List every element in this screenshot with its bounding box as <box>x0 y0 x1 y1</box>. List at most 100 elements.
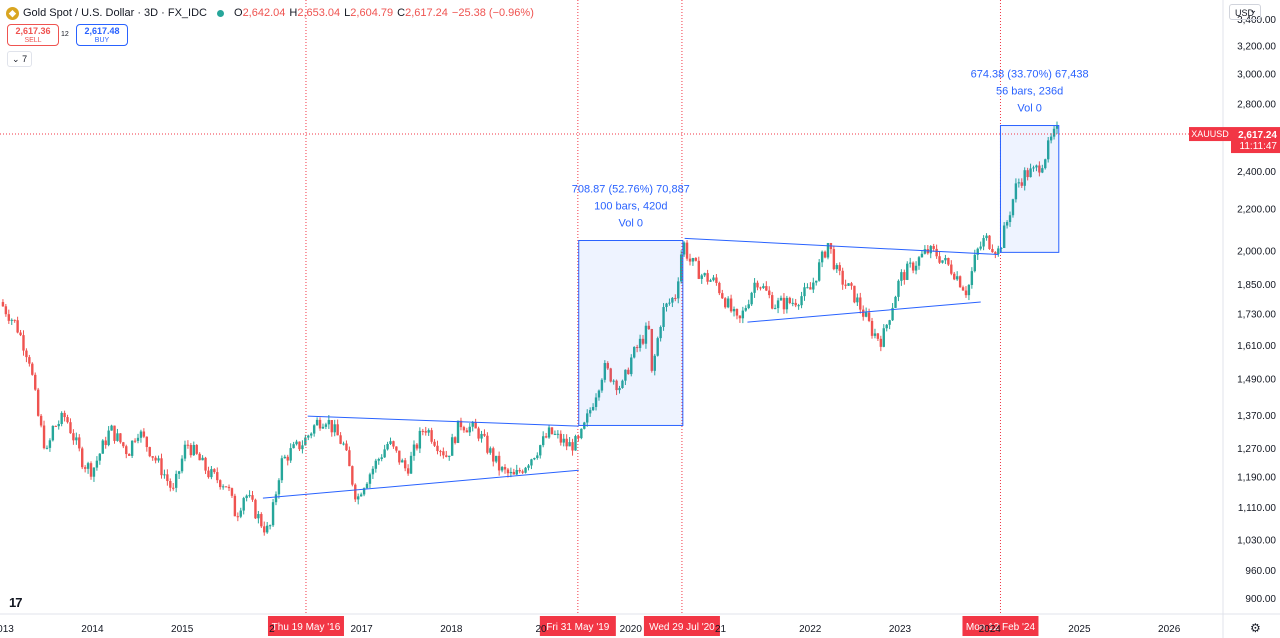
candle-body <box>248 495 251 497</box>
candle-body <box>433 441 436 446</box>
candle-body <box>911 262 915 271</box>
candle-body <box>48 440 52 448</box>
candle-body <box>967 285 971 296</box>
candle-body <box>260 514 263 527</box>
market-open-icon <box>217 9 224 17</box>
candle-body <box>236 516 240 518</box>
date-marker-label: Thu 19 May '16 <box>272 622 341 633</box>
measure-label: 674.38 (33.70%) 67,438 <box>971 69 1089 81</box>
candle-body <box>139 431 143 438</box>
candle-body <box>221 486 225 488</box>
candle-body <box>174 473 178 488</box>
candle-body <box>832 249 836 270</box>
candle-body <box>342 443 345 445</box>
trendline[interactable] <box>684 237 999 256</box>
trendline[interactable] <box>262 469 579 499</box>
candle-body <box>908 262 912 264</box>
time-tick-label: 2023 <box>889 624 912 635</box>
candle-body <box>374 460 378 469</box>
candle-body <box>198 453 201 461</box>
candle-body <box>98 453 102 461</box>
candle-body <box>315 419 319 426</box>
candle-body <box>480 433 483 439</box>
sell-button[interactable]: 2,617.36 SELL <box>7 24 59 46</box>
candle-body <box>151 456 154 458</box>
measure-box[interactable] <box>999 125 1060 253</box>
candle-body <box>759 287 762 289</box>
candle-body <box>732 309 736 312</box>
gear-icon[interactable]: ⚙ <box>1250 621 1261 635</box>
candle-body <box>1020 182 1023 186</box>
candle-body <box>665 303 668 308</box>
currency-select[interactable]: USD <box>1229 2 1261 20</box>
candle-body <box>958 276 962 288</box>
trendline[interactable] <box>307 415 579 427</box>
candle-body <box>715 277 718 283</box>
candle-body <box>60 412 63 424</box>
low-label: L <box>344 7 351 19</box>
price-tick-label: 3,000.00 <box>1237 70 1276 81</box>
candle-body <box>371 468 375 475</box>
candle-body <box>536 455 539 459</box>
candle-body <box>838 265 841 271</box>
candle-body <box>941 260 944 263</box>
symbol-title[interactable]: Gold Spot / U.S. Dollar · 3D · FX_IDC <box>23 7 207 19</box>
candle-body <box>612 380 615 382</box>
candle-body <box>864 312 868 317</box>
buy-button[interactable]: 2,617.48 BUY <box>76 24 128 46</box>
candle-body <box>19 332 22 336</box>
candle-body <box>847 283 850 286</box>
trendline[interactable] <box>747 301 981 323</box>
candle-body <box>1029 168 1032 178</box>
candle-body <box>442 451 445 456</box>
candle-body <box>803 287 806 297</box>
symbol-tag <box>1189 127 1231 142</box>
candle-body <box>298 441 301 450</box>
candle-body <box>403 460 407 469</box>
candle-body <box>312 425 316 434</box>
candle-body <box>445 455 448 457</box>
candle-body <box>577 436 580 439</box>
candle-body <box>1005 222 1009 226</box>
candle-body <box>207 470 210 478</box>
candle-body <box>277 480 281 495</box>
candle-body <box>1023 170 1026 186</box>
candle-body <box>509 471 513 474</box>
candle-body <box>674 297 677 299</box>
candle-body <box>251 495 254 500</box>
candle-body <box>744 308 747 311</box>
candle-body <box>556 433 560 435</box>
candle-body <box>51 425 55 441</box>
candle-body <box>603 363 607 380</box>
open-label: O <box>234 7 243 19</box>
candle-body <box>521 471 524 473</box>
tradingview-logo-icon[interactable]: 17 <box>9 595 23 610</box>
date-marker-tag <box>962 616 1039 636</box>
candle-body <box>706 273 709 282</box>
candle-body <box>879 338 883 347</box>
candle-body <box>835 265 838 270</box>
candle-body <box>495 455 498 462</box>
candle-body <box>850 283 853 286</box>
candle-body <box>142 431 146 437</box>
candle-body <box>486 435 489 453</box>
candle-body <box>242 498 245 511</box>
candle-body <box>439 451 442 453</box>
candle-body <box>54 425 57 427</box>
candle-body <box>427 430 430 433</box>
drawings[interactable]: Thu 19 May '16 Fri 31 May '19 Wed 29 Jul '… <box>262 0 1089 636</box>
candle-body <box>327 420 331 425</box>
measure-box[interactable] <box>578 240 684 426</box>
candle-body <box>615 380 618 391</box>
indicators-toggle[interactable]: ⌄ 7 <box>7 51 33 67</box>
candle-body <box>718 282 721 294</box>
candle-body <box>377 458 380 461</box>
candle-body <box>586 413 589 423</box>
candle-body <box>773 308 777 310</box>
candle-body <box>1017 182 1021 184</box>
candle-body <box>894 296 897 308</box>
sell-price: 2,617.36 <box>15 26 51 36</box>
candle-body <box>468 426 471 433</box>
candle-body <box>292 444 295 449</box>
